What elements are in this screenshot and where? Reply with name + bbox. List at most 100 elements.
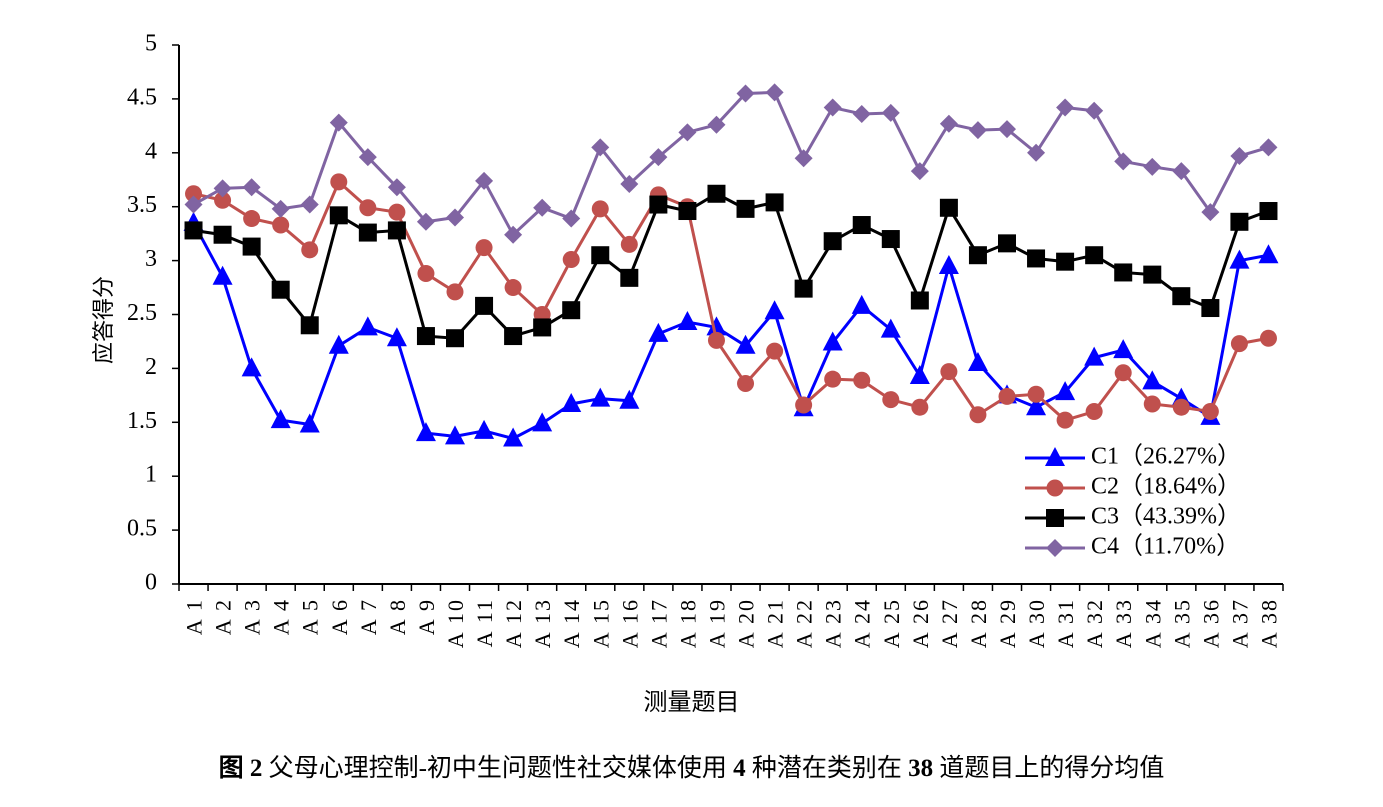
data-point: [707, 331, 725, 349]
x-tick-label: A 27: [937, 598, 962, 648]
x-tick-label: A 31: [1053, 598, 1078, 648]
data-point: [910, 162, 929, 181]
x-tick-label: A 14: [559, 598, 584, 648]
series-2: [185, 173, 1277, 429]
y-axis-label: 应答得分: [91, 276, 116, 364]
legend-marker: [1046, 539, 1064, 557]
data-point: [1172, 162, 1191, 181]
data-point: [619, 389, 640, 409]
data-point: [880, 318, 901, 338]
data-point: [242, 178, 261, 197]
data-point: [446, 329, 464, 348]
data-point: [939, 114, 958, 133]
x-tick-label: A 5: [298, 598, 323, 635]
data-point: [1056, 411, 1074, 429]
data-point: [212, 265, 233, 285]
data-point: [1230, 212, 1249, 231]
x-tick-label: A 9: [414, 598, 439, 635]
data-point: [590, 387, 611, 407]
data-point: [1201, 299, 1220, 318]
data-point: [967, 352, 988, 372]
data-point: [562, 301, 581, 320]
data-point: [300, 316, 319, 335]
x-tick-label: A 19: [704, 598, 729, 648]
x-tick-label: A 37: [1227, 598, 1252, 648]
data-point: [214, 191, 232, 209]
data-point: [649, 148, 668, 167]
data-point: [852, 216, 871, 235]
x-tick-label: A 33: [1111, 598, 1136, 648]
data-point: [1114, 152, 1133, 171]
data-point: [911, 398, 929, 416]
data-point: [415, 422, 436, 442]
series-line: [192, 90, 1269, 238]
x-tick-label: A 12: [501, 598, 526, 648]
data-point: [387, 178, 406, 197]
data-point: [242, 237, 261, 256]
data-point: [737, 374, 755, 392]
x-tick-label: A 29: [995, 598, 1020, 648]
data-point: [968, 121, 987, 140]
caption-prefix: 图 2: [218, 755, 263, 782]
data-point: [620, 235, 638, 253]
data-point: [475, 296, 494, 315]
data-point: [388, 203, 406, 221]
data-point: [648, 322, 669, 342]
data-point: [475, 171, 494, 190]
x-tick-label: A 23: [821, 598, 846, 648]
data-point: [1143, 395, 1161, 413]
series-line: [192, 222, 1269, 441]
legend-marker: [1045, 447, 1065, 466]
data-point: [851, 294, 872, 314]
data-point: [1172, 287, 1191, 306]
data-point: [532, 412, 553, 432]
data-point: [1201, 403, 1219, 421]
data-point: [940, 363, 958, 381]
data-point: [1259, 202, 1278, 221]
data-point: [300, 195, 319, 214]
y-tick-label: 2.5: [127, 300, 157, 326]
data-point: [270, 409, 291, 429]
data-point: [185, 185, 203, 203]
legend-item-3: C3（43.39%）: [1025, 504, 1241, 530]
data-point: [1114, 263, 1133, 282]
data-point: [968, 246, 987, 265]
data-point: [677, 311, 698, 331]
data-point: [1027, 143, 1046, 162]
y-tick-label: 0: [145, 570, 157, 596]
series-line: [193, 179, 1269, 422]
data-point: [1056, 252, 1075, 271]
data-point: [1026, 396, 1047, 416]
data-point: [1114, 364, 1132, 382]
data-point: [1085, 246, 1104, 265]
x-tick-label: A 17: [646, 598, 671, 648]
data-point: [299, 413, 320, 433]
x-tick-label: A 7: [356, 598, 381, 635]
data-point: [765, 193, 784, 212]
data-point: [1056, 98, 1075, 117]
data-point: [1259, 138, 1278, 157]
data-point: [503, 427, 524, 447]
data-point: [1172, 398, 1190, 416]
data-point: [241, 357, 262, 377]
x-tick-label: A 1: [182, 598, 207, 635]
x-tick-label: A 30: [1024, 598, 1049, 648]
data-point: [504, 327, 523, 346]
data-point: [620, 268, 639, 287]
data-point: [998, 234, 1016, 253]
data-point: [824, 370, 842, 388]
data-point: [591, 138, 610, 157]
x-tick-label: A 35: [1169, 598, 1194, 648]
data-point: [357, 316, 378, 336]
data-point: [1143, 265, 1162, 284]
y-tick-label: 4.5: [127, 84, 157, 110]
y-tick-label: 5: [145, 31, 157, 57]
x-tick-label: A 13: [530, 598, 555, 648]
data-point: [1230, 147, 1249, 166]
x-tick-label: A 3: [240, 598, 265, 635]
series-layer: [183, 83, 1279, 447]
data-point: [1084, 346, 1105, 366]
y-tick-label: 3: [145, 246, 157, 272]
data-point: [998, 387, 1016, 405]
